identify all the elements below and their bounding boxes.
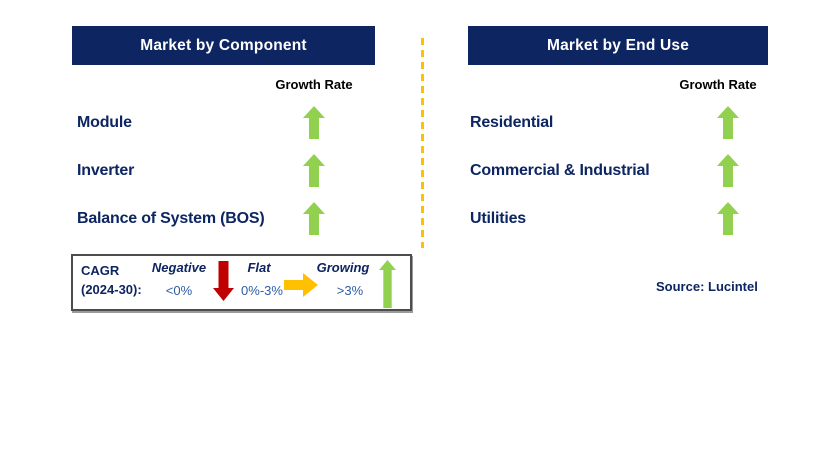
down-arrow-icon <box>213 261 234 301</box>
right-arrow-icon <box>284 273 318 297</box>
right-panel-header: Market by End Use <box>468 26 768 65</box>
left-item-module: Module <box>77 114 132 131</box>
legend-growing-label: Growing <box>316 260 370 275</box>
up-arrow-icon <box>379 260 396 308</box>
legend-negative-label: Negative <box>151 260 207 275</box>
left-panel-header: Market by Component <box>72 26 375 65</box>
right-item-residential: Residential <box>470 114 554 131</box>
cagr-legend-title: CAGR (2024-30): <box>81 261 142 299</box>
legend-negative-range: <0% <box>165 283 193 298</box>
up-arrow-icon <box>717 154 739 187</box>
up-arrow-icon <box>303 202 325 235</box>
source-note: Source: Lucintel <box>656 279 758 294</box>
right-item-commercial-industrial: Commercial & Industrial <box>470 162 650 179</box>
legend-flat-label: Flat <box>247 260 271 275</box>
dashed-divider <box>421 38 424 248</box>
up-arrow-icon <box>717 106 739 139</box>
up-arrow-icon <box>303 106 325 139</box>
right-item-utilities: Utilities <box>470 210 526 227</box>
up-arrow-icon <box>303 154 325 187</box>
legend-flat-range: 0%-3% <box>241 283 283 298</box>
left-item-bos: Balance of System (BOS) <box>77 210 265 227</box>
cagr-legend: CAGR (2024-30): Negative <0% Flat 0%-3% … <box>71 254 412 311</box>
right-growth-rate-label: Growth Rate <box>679 77 757 92</box>
cagr-legend-title-line1: CAGR <box>81 263 120 278</box>
legend-growing-range: >3% <box>336 283 364 298</box>
left-item-inverter: Inverter <box>77 162 135 179</box>
left-growth-rate-label: Growth Rate <box>275 77 353 92</box>
cagr-legend-title-line2: (2024-30): <box>81 282 142 297</box>
up-arrow-icon <box>717 202 739 235</box>
